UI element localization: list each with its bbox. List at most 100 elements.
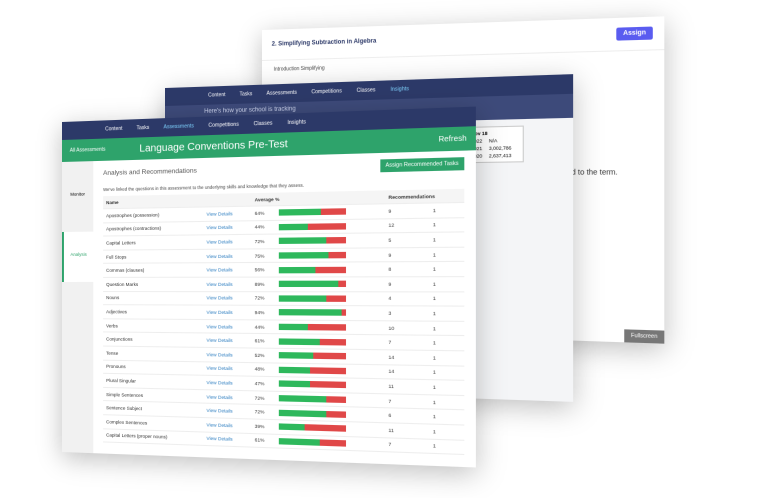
average-bar — [279, 252, 346, 259]
view-details-link[interactable]: View Details — [206, 324, 232, 329]
skill-name: Question Marks — [103, 277, 203, 291]
average-label: 48% — [252, 362, 276, 377]
bar-incorrect — [319, 439, 345, 446]
average-bar — [279, 266, 346, 273]
nav-item[interactable]: Insights — [287, 119, 306, 126]
view-details-link[interactable]: View Details — [206, 380, 232, 386]
bar-correct — [279, 209, 322, 216]
view-details-link[interactable]: View Details — [206, 267, 232, 272]
average-bar — [279, 324, 346, 331]
link-cell: View Details — [203, 347, 251, 362]
tasks: 1 — [430, 217, 465, 232]
average-label: 72% — [252, 291, 276, 305]
bar-incorrect — [308, 324, 346, 331]
average-label: 44% — [252, 320, 276, 334]
sidebar-analysis[interactable]: Analysis — [62, 232, 93, 282]
nav-item[interactable]: Competitions — [208, 122, 238, 129]
sidebar: Monitor Analysis — [62, 161, 93, 453]
bar-correct — [279, 310, 342, 317]
average-bar — [279, 295, 346, 302]
view-details-link[interactable]: View Details — [206, 253, 232, 258]
link-cell: View Details — [203, 417, 251, 433]
view-details-link[interactable]: View Details — [206, 394, 232, 400]
bar-cell — [275, 233, 385, 249]
nav-item[interactable]: Assessments — [267, 90, 297, 97]
nav-item[interactable]: Insights — [390, 86, 409, 93]
bar-cell — [275, 291, 385, 306]
view-details-link[interactable]: View Details — [206, 239, 232, 244]
link-cell: View Details — [203, 333, 251, 348]
fullscreen-button[interactable]: Fullscreen — [624, 329, 664, 343]
view-details-link[interactable]: View Details — [206, 366, 232, 372]
bar-correct — [279, 281, 339, 287]
nav-item[interactable]: Tasks — [240, 91, 253, 98]
recommendations: 7 — [385, 335, 429, 350]
average-label: 89% — [252, 277, 276, 291]
view-details-link[interactable]: View Details — [206, 310, 232, 315]
nav-item[interactable]: Competitions — [311, 88, 341, 95]
average-label: 72% — [252, 405, 276, 420]
recommendations: 14 — [385, 364, 429, 379]
assign-button[interactable]: Assign — [616, 27, 653, 41]
assign-tasks-button[interactable]: Assign Recommended Tasks — [380, 157, 464, 172]
bar-incorrect — [305, 424, 346, 432]
bar-incorrect — [319, 338, 345, 345]
view-details-link[interactable]: View Details — [206, 211, 232, 217]
bar-incorrect — [316, 266, 346, 272]
refresh-button[interactable]: Refresh — [438, 135, 466, 143]
average-bar — [279, 438, 346, 447]
recommendations: 14 — [385, 350, 429, 365]
table-row: Commas (clauses) View Details 56% 8 1 — [103, 262, 464, 278]
view-details-link[interactable]: View Details — [206, 422, 232, 428]
bar-incorrect — [310, 381, 346, 388]
view-details-link[interactable]: View Details — [206, 296, 232, 301]
average-bar — [279, 209, 346, 216]
average-label: 44% — [252, 220, 276, 235]
back-link[interactable]: All Assessments — [62, 146, 119, 154]
bar-incorrect — [338, 281, 345, 287]
nav-item[interactable]: Classes — [254, 120, 273, 127]
recommendations: 9 — [385, 277, 429, 292]
nav-item[interactable]: Content — [105, 126, 122, 133]
view-details-link[interactable]: View Details — [206, 352, 232, 358]
bar-cell — [275, 277, 385, 292]
bar-incorrect — [321, 209, 345, 216]
tasks: 1 — [430, 321, 465, 336]
view-details-link[interactable]: View Details — [206, 338, 232, 343]
nav-item[interactable]: Content — [208, 92, 225, 99]
average-label: 39% — [252, 419, 276, 434]
bar-incorrect — [327, 237, 346, 244]
view-details-link[interactable]: View Details — [206, 225, 232, 231]
bar-incorrect — [329, 252, 346, 258]
view-details-link[interactable]: View Details — [206, 436, 232, 442]
average-bar — [279, 424, 346, 432]
link-cell: View Details — [203, 305, 251, 319]
recommendations: 10 — [385, 321, 429, 336]
bar-incorrect — [308, 223, 346, 230]
tasks: 1 — [430, 202, 465, 217]
tasks: 1 — [430, 277, 465, 292]
average-bar — [279, 338, 346, 345]
recommendations: 6 — [385, 408, 429, 424]
nav-item[interactable]: Assessments — [164, 123, 194, 130]
tasks: 1 — [430, 439, 465, 455]
view-details-link[interactable]: View Details — [206, 282, 232, 287]
recommendations: 9 — [385, 203, 429, 218]
nav-item[interactable]: Tasks — [137, 125, 150, 132]
link-cell: View Details — [203, 319, 251, 334]
tasks: 1 — [430, 365, 465, 380]
skills-table: Name Average % Recommendations Apostrophes … — [103, 189, 464, 455]
link-cell: View Details — [203, 235, 251, 250]
bar-correct — [279, 352, 314, 359]
bar-correct — [279, 267, 316, 273]
bar-cell — [275, 306, 385, 321]
sidebar-monitor[interactable]: Monitor — [62, 171, 93, 232]
link-cell: View Details — [203, 389, 251, 404]
nav-item[interactable]: Classes — [357, 87, 376, 94]
recommendations: 5 — [385, 232, 429, 247]
bar-cell — [275, 434, 385, 452]
recommendations: 12 — [385, 218, 429, 233]
tooltip-cell: N/A — [489, 138, 497, 144]
view-details-link[interactable]: View Details — [206, 408, 232, 414]
link-cell: View Details — [203, 403, 251, 418]
